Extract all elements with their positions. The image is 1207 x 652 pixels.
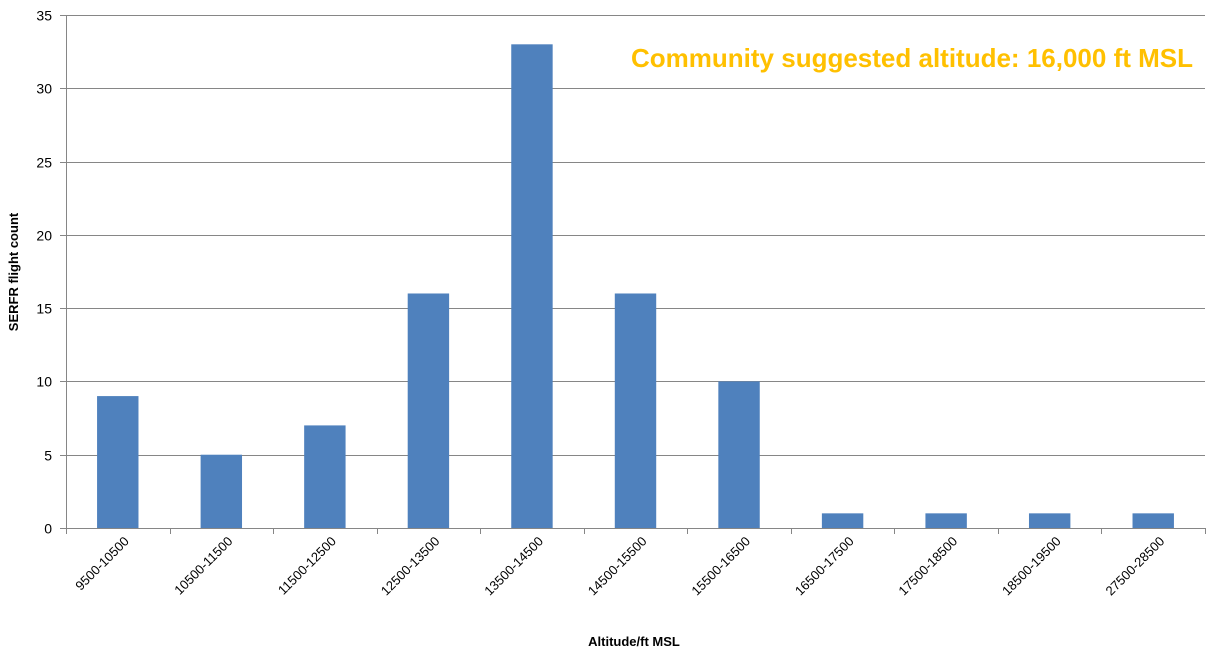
y-tick-label: 35 bbox=[36, 8, 52, 24]
x-tick-label: 13500-14500 bbox=[481, 534, 546, 599]
x-tick-label: 18500-19500 bbox=[999, 534, 1064, 599]
x-tick-label: 14500-15500 bbox=[585, 534, 650, 599]
y-tick-label: 5 bbox=[44, 448, 52, 464]
y-tick-label: 10 bbox=[36, 374, 52, 390]
bar bbox=[925, 513, 967, 528]
bar bbox=[511, 44, 553, 529]
bar bbox=[97, 396, 139, 528]
bar bbox=[821, 513, 864, 528]
y-tick-label: 15 bbox=[36, 301, 52, 317]
x-tick-labels: 9500-10500 10500-11500 11500-12500 12500-13… bbox=[72, 534, 1167, 599]
x-tick-label: 17500-18500 bbox=[895, 534, 960, 599]
bar bbox=[718, 381, 760, 528]
x-tick-label: 9500-10500 bbox=[72, 534, 132, 594]
bar bbox=[614, 293, 657, 528]
bar bbox=[200, 454, 243, 528]
bar bbox=[304, 425, 346, 528]
y-axis-title: SERFR flight count bbox=[6, 212, 21, 331]
axes bbox=[66, 15, 1206, 534]
y-tick-label: 30 bbox=[36, 81, 52, 97]
x-tick-label: 15500-16500 bbox=[688, 534, 753, 599]
y-tick-label: 0 bbox=[44, 521, 52, 537]
chart-annotation: Community suggested altitude: 16,000 ft … bbox=[631, 43, 1193, 73]
x-tick-label: 11500-12500 bbox=[275, 534, 339, 598]
x-tick-label: 10500-11500 bbox=[171, 534, 235, 598]
y-tick-labels: 0 5 10 15 20 25 30 35 bbox=[36, 8, 52, 537]
y-tick-label: 20 bbox=[36, 228, 52, 244]
bar bbox=[1028, 513, 1071, 528]
bar bbox=[407, 293, 450, 528]
x-axis-title: Altitude/ft MSL bbox=[588, 634, 680, 649]
x-tick-label: 12500-13500 bbox=[378, 534, 443, 599]
bars bbox=[97, 44, 1174, 529]
x-tick-label: 16500-17500 bbox=[792, 534, 857, 599]
y-tick-label: 25 bbox=[36, 155, 52, 171]
x-tick-label: 27500-28500 bbox=[1103, 534, 1168, 599]
bar bbox=[1132, 513, 1174, 528]
